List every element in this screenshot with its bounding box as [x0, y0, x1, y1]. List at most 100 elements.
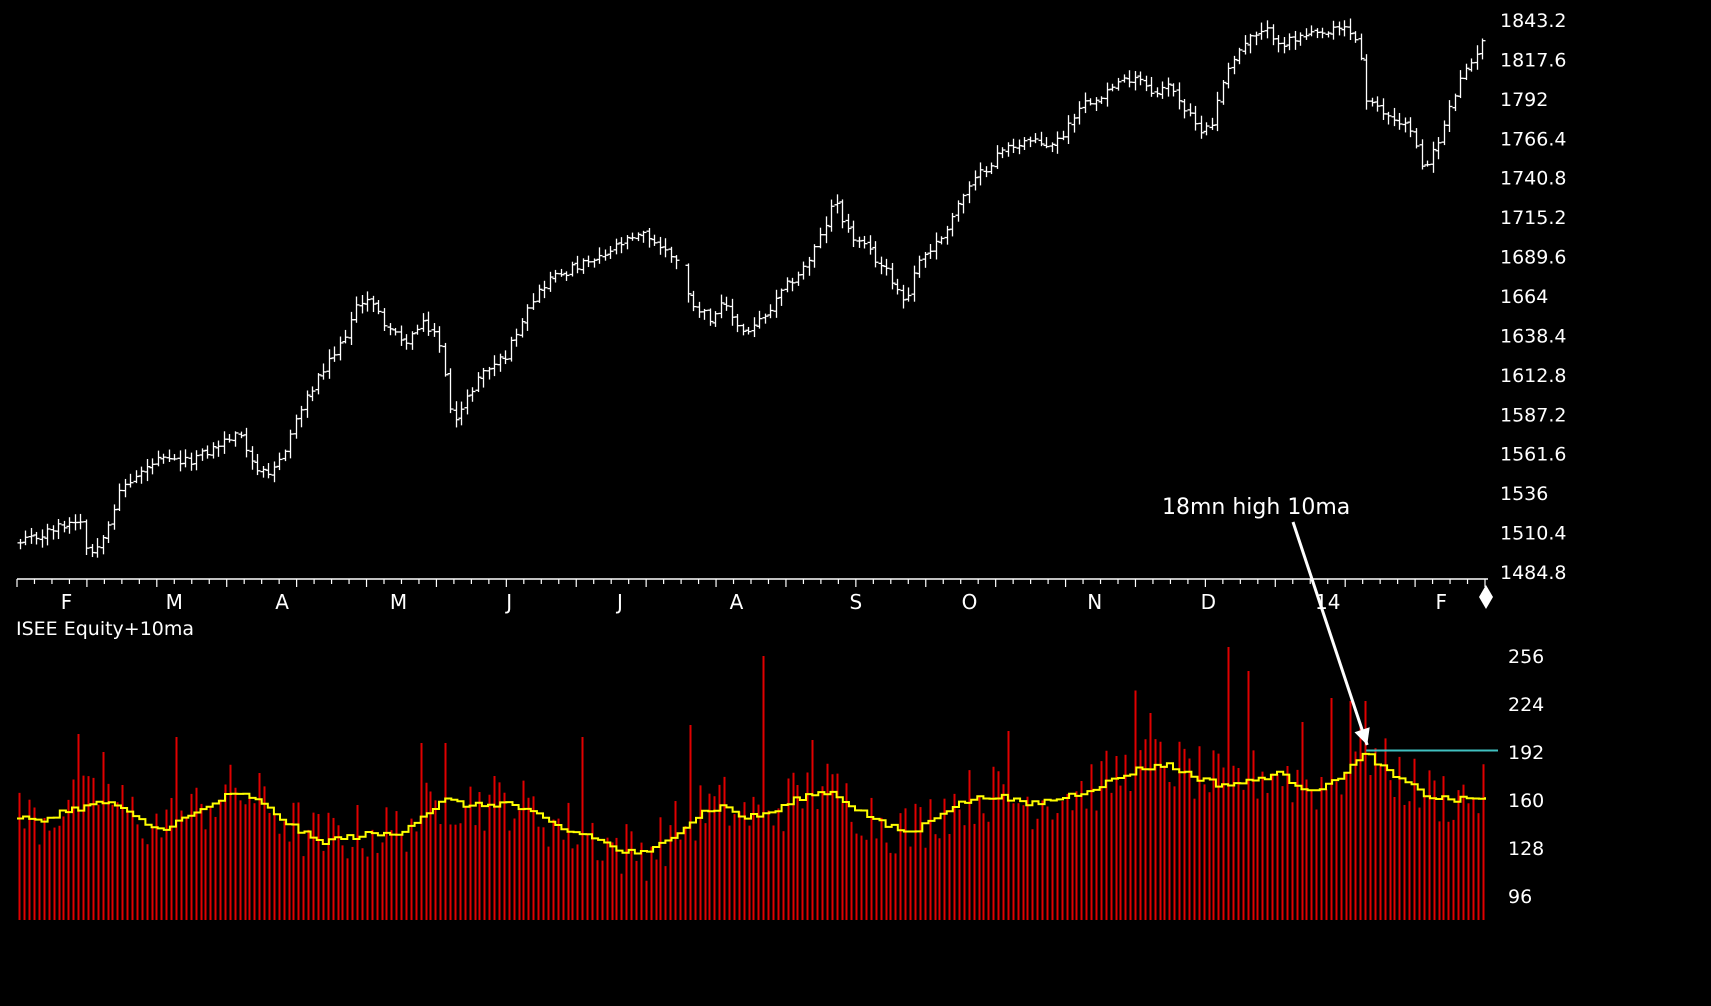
price-bar: [1236, 47, 1243, 65]
price-tick-label: 1484.8: [1500, 562, 1566, 584]
price-bar: [1297, 32, 1304, 46]
price-bar: [756, 310, 763, 329]
price-bar: [243, 427, 250, 458]
price-bar: [845, 213, 852, 233]
price-bar: [1214, 91, 1221, 132]
price-bar: [524, 304, 531, 331]
price-bar: [1137, 71, 1144, 86]
price-bar: [458, 401, 465, 426]
month-label: M: [390, 590, 407, 614]
price-bar: [1457, 70, 1464, 99]
price-bar: [215, 440, 222, 457]
price-bar: [988, 162, 995, 175]
price-bar: [1479, 38, 1486, 60]
month-label: A: [730, 590, 744, 614]
price-bar: [44, 523, 51, 546]
price-bar: [613, 238, 620, 255]
price-bar: [762, 313, 769, 324]
indicator-tick-label: 160: [1508, 790, 1544, 812]
price-bar: [635, 232, 642, 242]
month-label: F: [1436, 590, 1448, 614]
price-bar: [83, 519, 90, 555]
price-bar: [767, 304, 774, 319]
price-bar: [204, 445, 211, 459]
price-bar: [1076, 101, 1083, 125]
price-bar: [867, 235, 874, 255]
price-bar: [1065, 115, 1072, 145]
price-bar: [254, 453, 261, 476]
price-bar: [381, 308, 388, 331]
indicator-tick-label: 192: [1508, 742, 1544, 764]
price-bar: [938, 236, 945, 245]
price-bar: [734, 313, 741, 333]
price-bar: [949, 212, 956, 237]
price-bar: [712, 311, 719, 327]
price-bar: [629, 232, 636, 241]
price-bar: [464, 389, 471, 415]
price-bar: [778, 288, 785, 306]
price-bar: [1098, 96, 1105, 104]
price-bar: [387, 323, 394, 336]
price-bar: [398, 325, 405, 346]
price-bar: [1148, 76, 1155, 97]
price-bar: [1308, 25, 1315, 37]
price-tick-label: 1689.6: [1500, 247, 1566, 269]
price-tick-label: 1766.4: [1500, 128, 1566, 150]
moving-average-line: [17, 752, 1486, 855]
price-bar: [436, 326, 443, 353]
price-bar: [1054, 131, 1061, 154]
price-bar: [999, 147, 1006, 159]
price-bar: [39, 529, 46, 548]
price-bar: [304, 390, 311, 418]
price-bar: [547, 271, 554, 292]
price-tick-label: 1792: [1500, 89, 1548, 111]
price-bar: [850, 220, 857, 248]
annotation-layer: 18mn high 10ma: [1162, 495, 1370, 746]
price-tick-label: 1740.8: [1500, 168, 1566, 190]
price-bar: [1247, 33, 1254, 54]
price-bar: [955, 200, 962, 222]
price-bar: [960, 193, 967, 214]
price-bar: [1170, 83, 1177, 97]
price-bar: [127, 473, 134, 488]
price-bar: [1424, 160, 1431, 167]
price-bar: [894, 278, 901, 295]
price-bar: [226, 434, 233, 443]
price-bar: [927, 244, 934, 259]
price-bar: [1402, 117, 1409, 133]
price-bar: [834, 194, 841, 214]
price-bar: [1032, 133, 1039, 144]
price-bar: [1109, 83, 1116, 92]
price-bar: [1154, 87, 1161, 98]
price-bar: [1385, 111, 1392, 125]
month-label: J: [504, 590, 512, 614]
price-bar: [1407, 117, 1414, 138]
price-bar: [1203, 122, 1210, 136]
price-bar: [751, 317, 758, 338]
price-tick-label: 1561.6: [1500, 444, 1566, 466]
price-bar: [1336, 21, 1343, 36]
month-label: F: [61, 590, 73, 614]
price-bar: [883, 258, 890, 276]
price-bar: [1319, 27, 1326, 39]
price-bar: [469, 387, 476, 402]
annotation-text: 18mn high 10ma: [1162, 495, 1350, 520]
price-bar: [905, 287, 912, 302]
price-tick-label: 1817.6: [1500, 49, 1566, 71]
price-bar: [480, 367, 487, 388]
price-bar: [138, 466, 145, 484]
price-bar: [1258, 22, 1265, 40]
price-bar: [66, 517, 73, 534]
price-bar: [149, 458, 156, 475]
price-bar: [105, 521, 112, 544]
price-bar: [1352, 31, 1359, 43]
price-bar: [618, 237, 625, 254]
indicator-tick-label: 128: [1508, 838, 1544, 860]
price-bar: [569, 261, 576, 277]
price-bar: [1159, 81, 1166, 99]
price-bar: [773, 289, 780, 318]
price-panel: 1843.2 1817.6 1792 1766.4 1740.8 1715.2 1689.6…: [17, 10, 1566, 584]
price-tick-label: 1638.4: [1500, 325, 1566, 347]
price-bar: [260, 466, 267, 478]
month-label: N: [1087, 590, 1102, 614]
